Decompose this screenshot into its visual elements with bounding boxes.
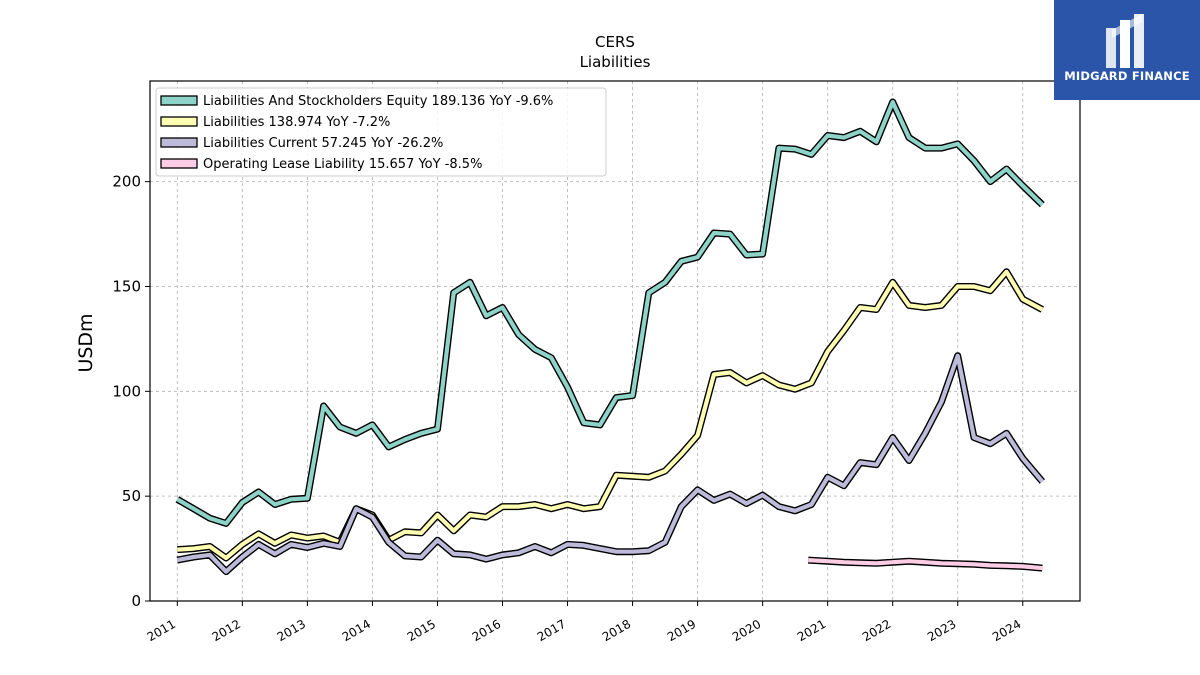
y-tick-label: 100 [112, 382, 141, 400]
x-tick-label: 2016 [470, 617, 503, 644]
chart-title: CERS [595, 33, 635, 51]
legend-swatch [160, 116, 198, 127]
series-liabilities [177, 268, 1044, 562]
x-tick-label: 2018 [600, 617, 633, 644]
y-tick-label: 150 [112, 277, 141, 295]
series-line [177, 269, 1044, 561]
legend-swatch [160, 95, 198, 106]
x-tick-label: 2012 [210, 617, 243, 644]
legend-swatch [160, 137, 198, 148]
x-tick-label: 2017 [535, 617, 568, 644]
legend-entry: Liabilities 138.974 YoY -7.2% [203, 115, 390, 130]
chart-subtitle: Liabilities [580, 53, 651, 71]
plot-frame [149, 80, 1081, 602]
y-tick-label: 50 [122, 487, 141, 505]
y-tick-label: 0 [131, 592, 141, 610]
x-tick-label: 2013 [275, 617, 308, 644]
legend-swatch [160, 158, 198, 169]
series-layer [175, 98, 1045, 576]
x-tick-label: 2023 [925, 617, 958, 644]
x-tick-label: 2014 [340, 617, 373, 644]
x-tick-label: 2021 [795, 617, 828, 644]
x-tick-label: 2020 [730, 617, 763, 644]
y-tick-label: 200 [112, 173, 141, 191]
series-line [176, 353, 1044, 574]
brand-name: MIDGARD FINANCE [1064, 69, 1190, 83]
grid [150, 81, 1080, 602]
legend-box [155, 87, 607, 177]
brand-mark-icon [1106, 14, 1144, 68]
series-line [808, 558, 1043, 571]
series-line [176, 99, 1044, 526]
series-operating-lease-liability [808, 556, 1043, 572]
legend-entry: Liabilities Current 57.245 YoY -26.2% [203, 136, 443, 151]
midgard-finance-logo: MIDGARD FINANCE [1054, 0, 1200, 100]
legend-entry: Liabilities And Stockholders Equity 189.… [203, 94, 553, 109]
series-liabilities-and-stockholders-equity [175, 98, 1045, 527]
x-tick-label: 2019 [665, 617, 698, 644]
series-liabilities-current [176, 352, 1045, 576]
x-tick-label: 2011 [145, 617, 178, 644]
x-tick-label: 2024 [990, 617, 1023, 644]
axis-ticks: 0 50 100 150 200 2011 2012 2013 2014 2015 2016 2017… [112, 173, 1023, 645]
x-tick-label: 2015 [405, 617, 438, 644]
legend: Liabilities And Stockholders Equity 189.… [155, 87, 607, 177]
y-axis-label: USDm [75, 313, 97, 372]
legend-entry: Operating Lease Liability 15.657 YoY -8.… [203, 157, 482, 172]
x-tick-label: 2022 [860, 617, 893, 644]
